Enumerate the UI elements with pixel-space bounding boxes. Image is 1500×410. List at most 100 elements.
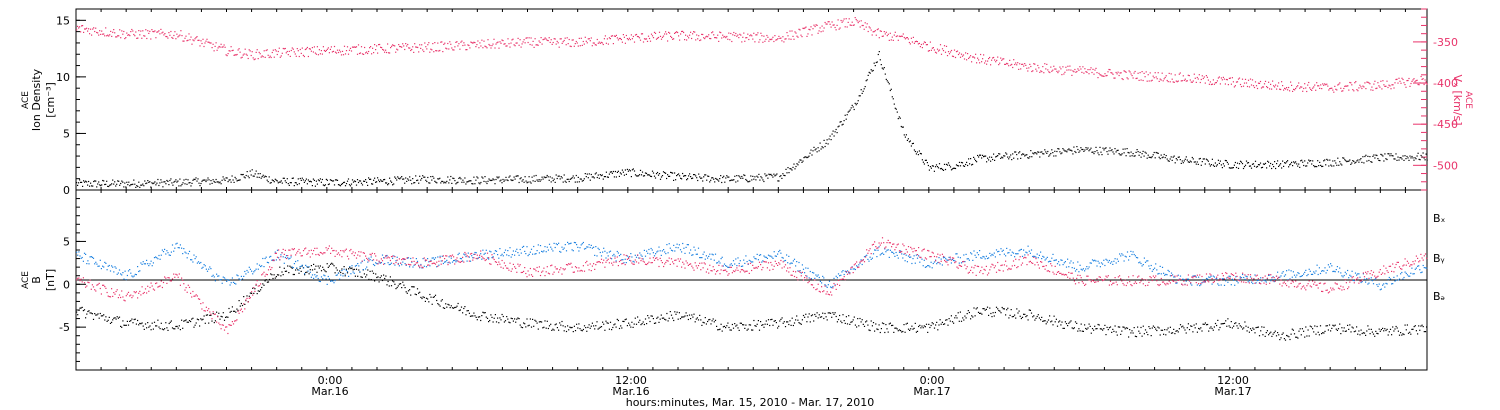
data-point — [926, 162, 928, 164]
data-point — [278, 47, 280, 49]
data-point — [832, 130, 834, 132]
data-point — [87, 260, 89, 262]
data-point — [736, 324, 738, 326]
data-point — [1298, 330, 1300, 332]
data-point — [948, 53, 951, 55]
data-point — [355, 268, 358, 270]
data-point — [164, 181, 166, 183]
data-point — [1367, 81, 1369, 83]
data-point — [895, 108, 897, 110]
data-point — [927, 50, 929, 52]
data-point — [503, 43, 505, 45]
data-point — [1204, 163, 1206, 165]
data-point — [283, 48, 285, 50]
data-point — [548, 243, 551, 245]
data-point — [488, 178, 490, 180]
data-point — [443, 43, 445, 45]
data-point — [1299, 87, 1301, 89]
data-point — [591, 247, 593, 249]
data-point — [185, 35, 187, 37]
data-point — [680, 33, 682, 35]
data-point — [779, 175, 781, 178]
data-point — [671, 172, 673, 174]
data-point — [312, 178, 314, 180]
data-point — [214, 45, 216, 47]
data-point — [837, 318, 840, 321]
data-point — [335, 274, 337, 276]
data-point — [866, 79, 868, 81]
data-point — [951, 321, 954, 323]
data-point — [1330, 164, 1332, 166]
data-point — [202, 266, 204, 268]
data-point — [1391, 84, 1393, 86]
data-point — [887, 33, 889, 35]
data-point — [825, 142, 827, 144]
data-point — [778, 251, 780, 253]
data-point — [347, 53, 350, 55]
data-point — [1004, 155, 1006, 157]
data-point — [250, 54, 252, 57]
data-point — [799, 29, 801, 31]
data-point — [441, 41, 443, 43]
data-point — [1379, 330, 1381, 332]
data-point — [380, 46, 382, 48]
data-point — [410, 257, 412, 260]
data-point — [189, 39, 191, 41]
data-point — [1336, 89, 1338, 91]
data-point — [1152, 154, 1154, 156]
data-point — [469, 315, 472, 317]
data-point — [491, 257, 493, 259]
data-point — [949, 258, 951, 260]
data-point — [393, 255, 395, 257]
data-point — [1406, 155, 1408, 158]
data-point — [151, 182, 153, 184]
data-point — [742, 36, 744, 38]
data-point — [1295, 336, 1297, 338]
data-point — [447, 303, 449, 305]
data-point — [180, 30, 182, 32]
data-point — [328, 265, 330, 267]
data-point — [1049, 315, 1051, 317]
data-point — [1025, 316, 1027, 318]
data-point — [799, 159, 801, 161]
data-point — [1275, 167, 1277, 170]
data-point — [330, 46, 332, 48]
data-point — [1182, 325, 1184, 327]
data-point — [682, 242, 684, 245]
data-point — [956, 253, 958, 255]
data-point — [1417, 83, 1419, 86]
data-point — [285, 270, 288, 272]
data-point — [971, 164, 973, 166]
data-point — [501, 182, 503, 184]
data-point — [910, 328, 912, 330]
data-point — [297, 269, 299, 271]
data-point — [650, 33, 653, 35]
data-point — [955, 315, 957, 317]
data-point — [1282, 332, 1284, 334]
data-point — [1085, 327, 1087, 330]
data-point — [1282, 85, 1284, 87]
data-point — [425, 179, 427, 181]
data-point — [195, 177, 197, 179]
data-point — [409, 266, 411, 268]
data-point — [786, 32, 788, 34]
data-point — [765, 320, 767, 322]
data-point — [1066, 151, 1068, 153]
data-point — [1361, 87, 1363, 90]
data-point — [562, 248, 564, 250]
data-point — [963, 165, 966, 167]
data-point — [1178, 328, 1180, 330]
data-point — [1028, 67, 1030, 69]
data-point — [1107, 329, 1109, 331]
data-point — [221, 316, 223, 318]
data-point — [626, 168, 628, 170]
data-point — [421, 44, 423, 46]
data-point — [691, 314, 693, 316]
data-point — [1264, 335, 1266, 337]
data-point — [1420, 154, 1422, 157]
data-point — [553, 329, 555, 331]
data-point — [1116, 334, 1118, 336]
data-point — [1318, 165, 1320, 167]
data-point — [238, 300, 240, 302]
data-point — [187, 179, 189, 181]
